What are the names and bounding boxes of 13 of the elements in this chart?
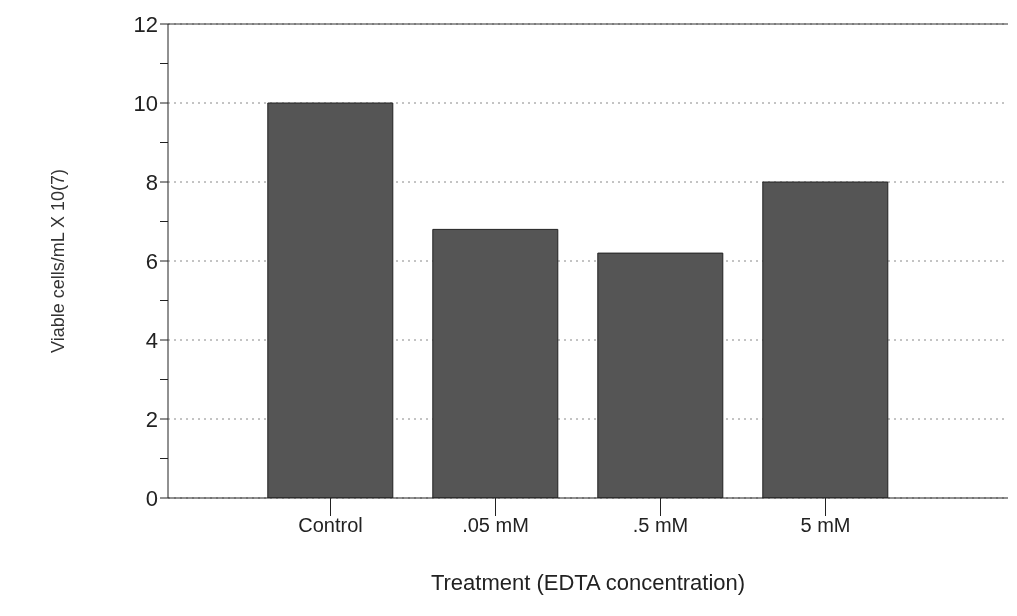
y-tick-label: 10 bbox=[133, 90, 158, 116]
x-axis-title: Treatment (EDTA concentration) bbox=[430, 570, 746, 595]
y-tick-label: 2 bbox=[145, 406, 158, 432]
y-tick-label: 12 bbox=[133, 11, 158, 37]
x-tick-label: 5 mM bbox=[800, 514, 851, 537]
y-axis-title: Viable cells/mL X 10(7) bbox=[48, 168, 69, 354]
y-tick-label: 6 bbox=[145, 248, 158, 274]
x-tick-label: .5 mM bbox=[632, 514, 689, 537]
y-tick-label: 0 bbox=[145, 485, 158, 511]
x-tick-label: Control bbox=[298, 514, 363, 537]
x-tick-label: .05 mM bbox=[462, 514, 529, 537]
y-tick-label: 8 bbox=[145, 169, 158, 195]
y-tick-label: 4 bbox=[145, 327, 158, 353]
